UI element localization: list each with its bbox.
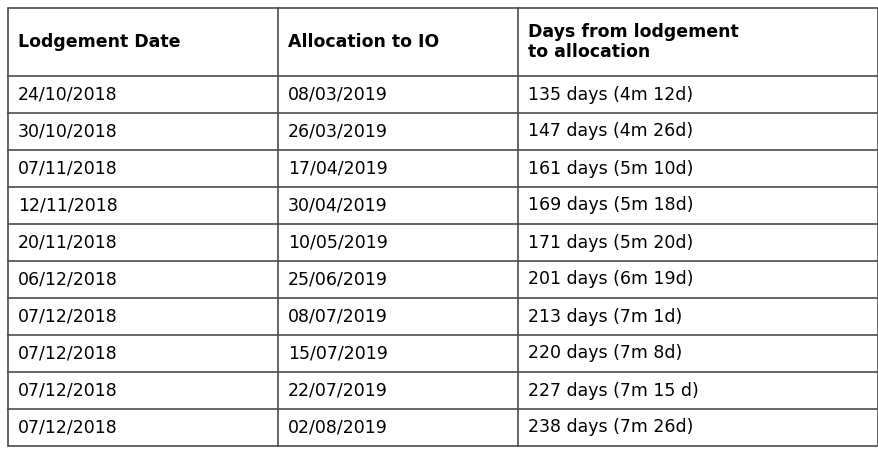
- Text: 07/12/2018: 07/12/2018: [18, 345, 118, 363]
- Text: 07/12/2018: 07/12/2018: [18, 418, 118, 436]
- Text: 30/10/2018: 30/10/2018: [18, 122, 118, 140]
- Text: 171 days (5m 20d): 171 days (5m 20d): [528, 234, 693, 252]
- Text: 30/04/2019: 30/04/2019: [288, 197, 387, 215]
- Text: 06/12/2018: 06/12/2018: [18, 270, 118, 288]
- Text: 08/03/2019: 08/03/2019: [288, 86, 387, 104]
- Text: 07/11/2018: 07/11/2018: [18, 159, 118, 177]
- Text: 227 days (7m 15 d): 227 days (7m 15 d): [528, 382, 698, 400]
- Text: Allocation to IO: Allocation to IO: [288, 33, 439, 51]
- Text: 20/11/2018: 20/11/2018: [18, 234, 118, 252]
- Text: 22/07/2019: 22/07/2019: [288, 382, 387, 400]
- Text: 17/04/2019: 17/04/2019: [288, 159, 387, 177]
- Text: 161 days (5m 10d): 161 days (5m 10d): [528, 159, 693, 177]
- Text: 135 days (4m 12d): 135 days (4m 12d): [528, 86, 693, 104]
- Text: 220 days (7m 8d): 220 days (7m 8d): [528, 345, 681, 363]
- Text: 24/10/2018: 24/10/2018: [18, 86, 118, 104]
- Text: 201 days (6m 19d): 201 days (6m 19d): [528, 270, 693, 288]
- Text: 07/12/2018: 07/12/2018: [18, 382, 118, 400]
- Text: 169 days (5m 18d): 169 days (5m 18d): [528, 197, 693, 215]
- Text: 02/08/2019: 02/08/2019: [288, 418, 387, 436]
- Text: Days from lodgement
to allocation: Days from lodgement to allocation: [528, 22, 738, 61]
- Text: 238 days (7m 26d): 238 days (7m 26d): [528, 418, 693, 436]
- Text: 25/06/2019: 25/06/2019: [288, 270, 387, 288]
- Text: 12/11/2018: 12/11/2018: [18, 197, 118, 215]
- Text: 08/07/2019: 08/07/2019: [288, 307, 387, 325]
- Text: 213 days (7m 1d): 213 days (7m 1d): [528, 307, 681, 325]
- Text: 147 days (4m 26d): 147 days (4m 26d): [528, 122, 693, 140]
- Text: 10/05/2019: 10/05/2019: [288, 234, 387, 252]
- Text: 26/03/2019: 26/03/2019: [288, 122, 387, 140]
- Text: 15/07/2019: 15/07/2019: [288, 345, 387, 363]
- Text: 07/12/2018: 07/12/2018: [18, 307, 118, 325]
- Text: Lodgement Date: Lodgement Date: [18, 33, 180, 51]
